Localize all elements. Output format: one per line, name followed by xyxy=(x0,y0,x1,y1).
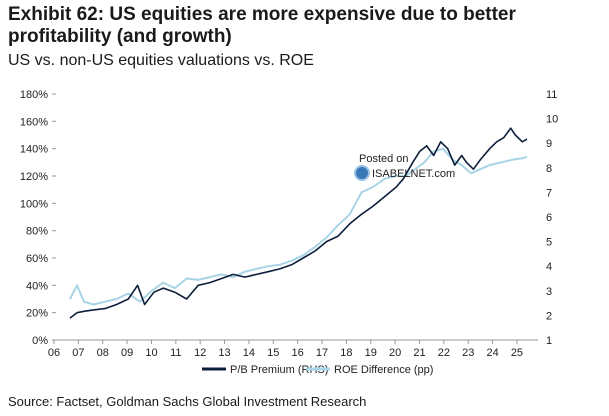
legend-label: ROE Difference (pp) xyxy=(334,364,433,376)
globe-icon xyxy=(354,165,370,181)
y-right-tick-label: 4 xyxy=(546,261,552,273)
x-tick-label: 06 xyxy=(48,347,60,359)
chart-title: Exhibit 62: US equities are more expensi… xyxy=(8,4,516,47)
x-tick-label: 24 xyxy=(486,347,498,359)
x-tick-label: 17 xyxy=(316,347,328,359)
x-tick-label: 21 xyxy=(413,347,425,359)
y-left-tick-label: 60% xyxy=(26,253,48,265)
chart-subtitle: US vs. non-US equities valuations vs. RO… xyxy=(8,52,314,69)
x-tick-label: 25 xyxy=(511,347,523,359)
x-tick-label: 12 xyxy=(194,347,206,359)
x-tick-label: 08 xyxy=(97,347,109,359)
x-tick-label: 16 xyxy=(292,347,304,359)
y-right-tick-label: 1 xyxy=(546,335,552,347)
y-right-tick-label: 6 xyxy=(546,212,552,224)
watermark: Posted on ISABELNET.com xyxy=(354,153,455,181)
x-tick-label: 19 xyxy=(365,347,377,359)
x-tick-label: 18 xyxy=(340,347,352,359)
legend: P/B Premium (RHS) ROE Difference (pp) xyxy=(202,364,433,376)
x-tick-label: 13 xyxy=(218,347,230,359)
series-line-pb-premium xyxy=(69,127,528,319)
y-right-tick-label: 9 xyxy=(546,138,552,150)
x-tick-label: 20 xyxy=(389,347,401,359)
x-tick-label: 23 xyxy=(462,347,474,359)
right-axis-ticks: 1 2 3 4 5 6 7 8 9 10 11 xyxy=(546,89,558,347)
y-left-tick-label: 160% xyxy=(20,116,48,128)
y-left-tick-label: 80% xyxy=(26,226,48,238)
line-chart: 0%20%40%60%80%100%120%140%160%180% 12345… xyxy=(20,89,558,376)
y-right-tick-label: 8 xyxy=(546,163,552,175)
y-left-tick-label: 40% xyxy=(26,280,48,292)
series-line-roe-difference xyxy=(69,147,528,306)
x-tick-label: 22 xyxy=(438,347,450,359)
y-right-tick-label: 7 xyxy=(546,187,552,199)
y-right-tick-label: 11 xyxy=(546,89,557,101)
y-left-tick-label: 140% xyxy=(20,144,48,156)
left-axis-ticks: 0% 20% 40% 60% 80% 100% 120% 140% 160% 180% xyxy=(20,89,56,347)
y-left-tick-label: 180% xyxy=(20,89,48,101)
legend-label: P/B Premium (RHS) xyxy=(230,364,328,376)
x-tick-label: 10 xyxy=(145,347,157,359)
x-tick-label: 09 xyxy=(121,347,133,359)
x-axis-ticks: 06 07 08 09 10 11 12 13 14 15 16 17 18 19 20 21 22 23 24 25 xyxy=(48,340,523,359)
x-tick-label: 11 xyxy=(170,347,181,359)
x-tick-label: 15 xyxy=(267,347,279,359)
y-right-tick-label: 2 xyxy=(546,310,552,322)
watermark-posted-on: Posted on xyxy=(359,153,409,165)
y-left-tick-label: 20% xyxy=(26,308,48,320)
y-left-tick-label: 0% xyxy=(32,335,48,347)
x-tick-label: 14 xyxy=(243,347,255,359)
series-group xyxy=(69,127,528,319)
x-tick-label: 07 xyxy=(72,347,84,359)
y-right-tick-label: 3 xyxy=(546,286,552,298)
y-right-tick-label: 10 xyxy=(546,114,558,126)
watermark-site: ISABELNET.com xyxy=(372,168,455,180)
y-left-tick-label: 100% xyxy=(20,198,48,210)
source-note: Source: Factset, Goldman Sachs Global In… xyxy=(8,394,367,409)
y-left-tick-label: 120% xyxy=(20,171,48,183)
y-right-tick-label: 5 xyxy=(546,237,552,249)
